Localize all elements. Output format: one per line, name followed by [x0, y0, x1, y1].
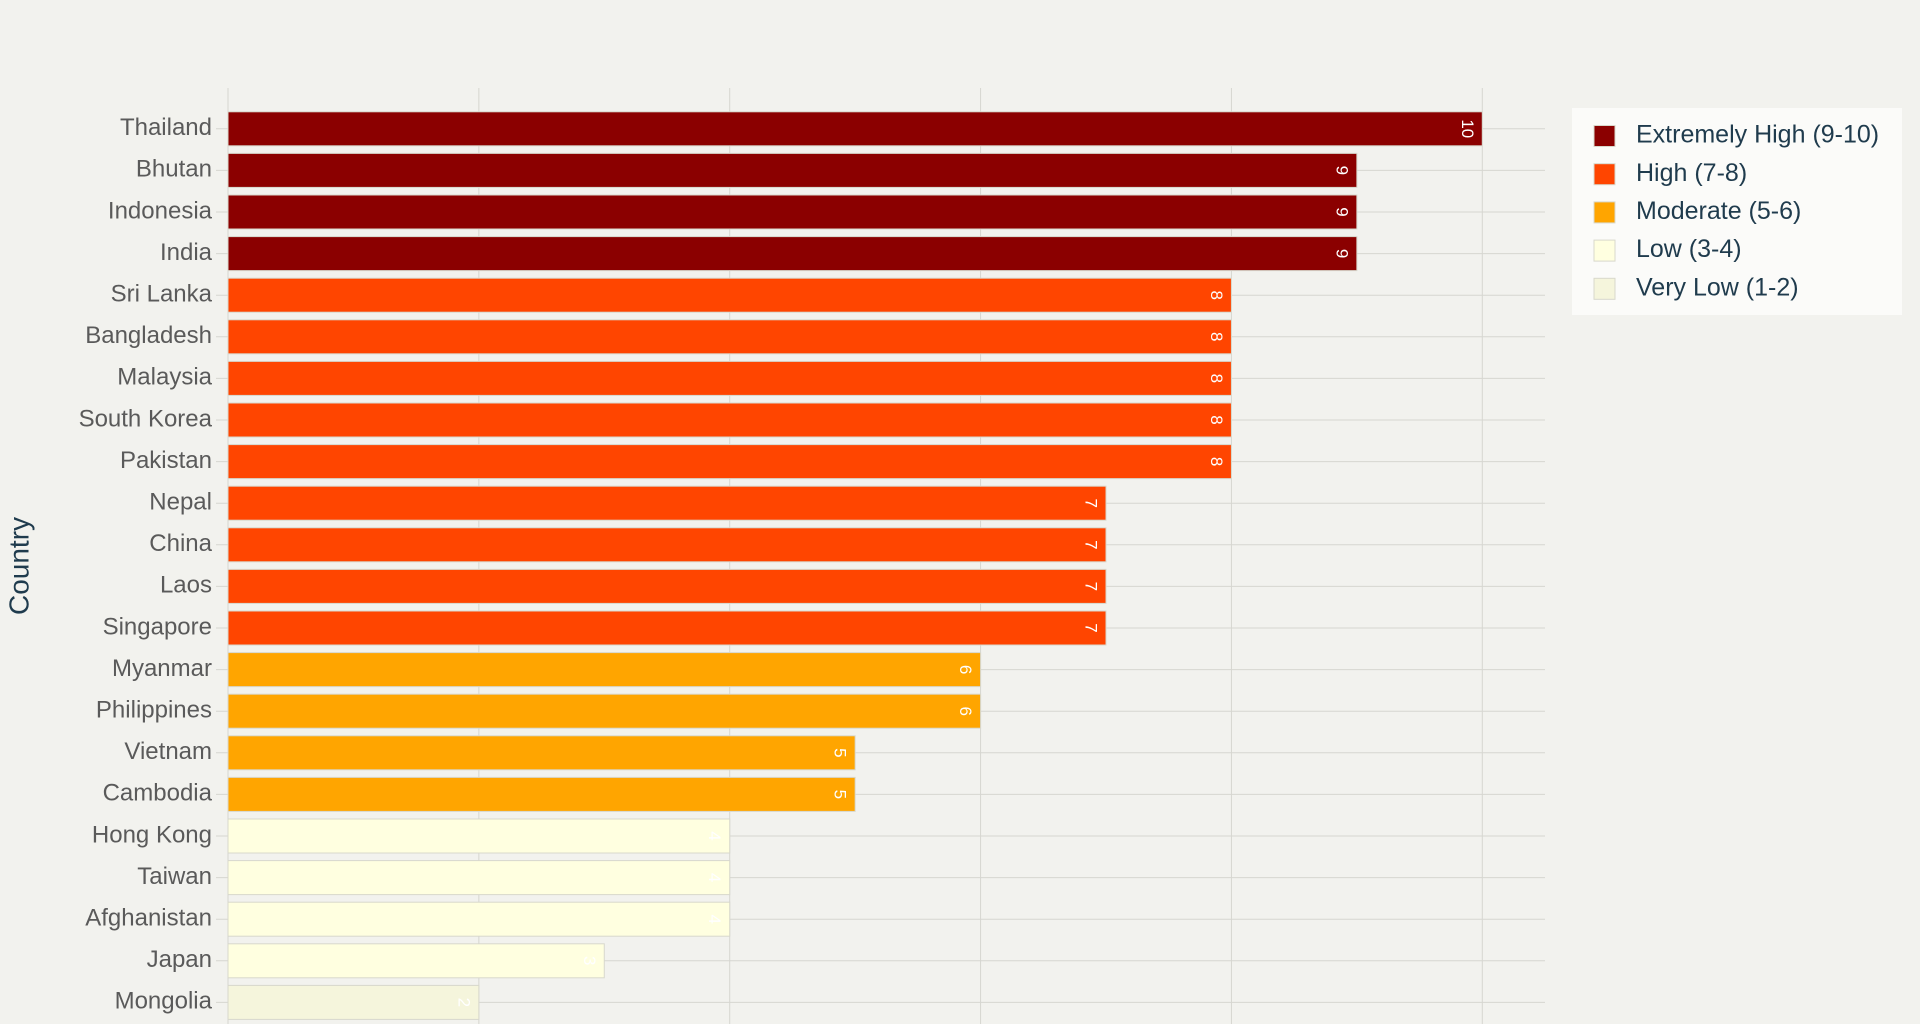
y-tick-label: Hong Kong	[92, 821, 212, 848]
value-label: 7	[1082, 623, 1101, 632]
legend: Extremely High (9-10) High (7-8) Moderate …	[1593, 121, 1879, 301]
value-label: 8	[1207, 332, 1226, 341]
legend-box	[1572, 108, 1902, 315]
y-tick-label: Singapore	[103, 613, 212, 640]
value-label: 10	[1458, 119, 1477, 138]
bar	[227, 568, 1107, 604]
legend-label: Very Low (1-2)	[1636, 273, 1799, 301]
bar	[227, 152, 1358, 188]
y-tick-label: Afghanistan	[85, 905, 212, 932]
y-tick-label: Bhutan	[136, 156, 212, 183]
bar	[227, 943, 605, 979]
y-tick-label: Myanmar	[112, 655, 212, 682]
y-tick-label: Pakistan	[120, 447, 212, 474]
bar	[227, 610, 1107, 646]
value-label: 2	[454, 998, 473, 1007]
value-label: 7	[1082, 498, 1101, 507]
legend-swatch	[1593, 201, 1616, 224]
value-label: 8	[1207, 415, 1226, 424]
value-label: 7	[1082, 540, 1101, 549]
legend-swatch	[1593, 239, 1616, 262]
y-tick-label: Cambodia	[103, 780, 213, 807]
bar	[227, 236, 1358, 272]
bar	[227, 735, 856, 771]
y-tick-label: Japan	[147, 946, 212, 973]
legend-swatch	[1593, 163, 1616, 186]
bar	[227, 402, 1232, 438]
legend-label: Low (3-4)	[1636, 235, 1742, 263]
value-label: 4	[705, 831, 724, 840]
bar	[227, 319, 1232, 355]
y-tick-label: Mongolia	[115, 988, 213, 1015]
y-tick-label: China	[149, 530, 212, 557]
y-tick-label: Malaysia	[117, 364, 212, 391]
plot: Thailand Bhutan Indonesia India Sri Lanka Ban…	[79, 88, 1545, 1024]
bar	[227, 860, 731, 896]
bar	[227, 277, 1232, 313]
bar	[227, 984, 480, 1020]
y-axis-title: Country	[3, 517, 34, 615]
y-tick-label: Philippines	[96, 697, 212, 724]
bar	[227, 485, 1107, 521]
value-label: 3	[580, 956, 599, 965]
legend-label: Extremely High (9-10)	[1636, 121, 1879, 149]
legend-swatch	[1593, 277, 1616, 300]
value-label: 6	[956, 706, 975, 715]
bar	[227, 776, 856, 812]
bar	[227, 360, 1232, 396]
value-label: 9	[1332, 207, 1351, 216]
legend-label: High (7-8)	[1636, 159, 1747, 187]
y-tick-label: Bangladesh	[85, 322, 212, 349]
value-label: 7	[1082, 582, 1101, 591]
bar	[227, 652, 982, 688]
bar	[227, 111, 1483, 147]
bar	[227, 444, 1232, 480]
bar	[227, 194, 1358, 230]
value-label: 4	[705, 914, 724, 923]
value-label: 5	[831, 748, 850, 757]
y-tick-label: Thailand	[120, 114, 212, 141]
y-tick-label: India	[160, 239, 213, 266]
y-tick-label: Laos	[160, 572, 212, 599]
bar	[227, 693, 982, 729]
value-label: 8	[1207, 457, 1226, 466]
y-tick-label: Indonesia	[108, 197, 213, 224]
legend-label: Moderate (5-6)	[1636, 197, 1801, 225]
value-label: 8	[1207, 374, 1226, 383]
bar	[227, 818, 731, 854]
y-tick-label: Vietnam	[124, 738, 212, 765]
legend-swatch	[1593, 125, 1616, 147]
value-label: 9	[1332, 166, 1351, 175]
bar	[227, 901, 731, 937]
y-tick-label: Nepal	[149, 489, 212, 516]
value-label: 8	[1207, 290, 1226, 299]
y-tick-label: South Korea	[79, 405, 213, 432]
value-label: 5	[831, 790, 850, 799]
value-label: 4	[705, 873, 724, 882]
value-label: 6	[956, 665, 975, 674]
value-label: 9	[1332, 249, 1351, 258]
bar	[227, 527, 1107, 563]
y-tick-label: Taiwan	[137, 863, 212, 890]
y-tick-label: Sri Lanka	[111, 281, 213, 308]
